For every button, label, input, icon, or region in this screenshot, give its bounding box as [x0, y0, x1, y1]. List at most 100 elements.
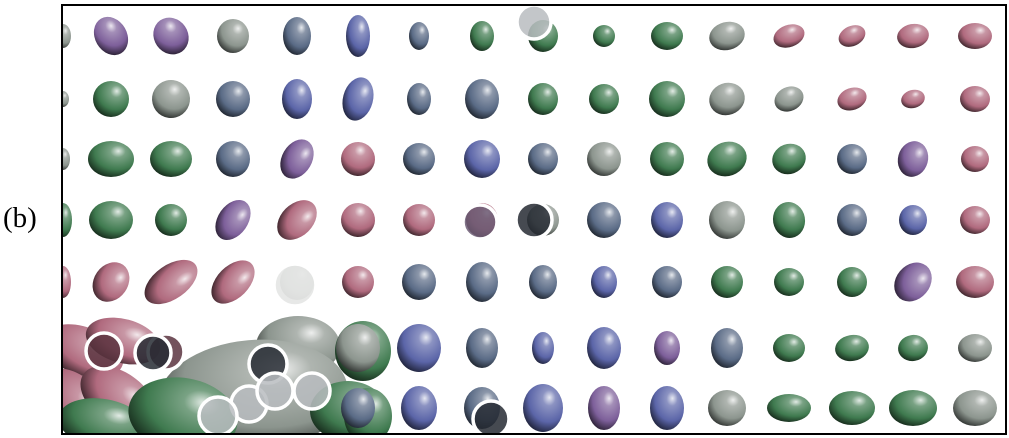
- ellipsoid-glyph: [144, 259, 198, 305]
- ellipsoid-glyph: [216, 141, 250, 177]
- ellipsoid-glyph: [342, 77, 374, 121]
- ellipsoid-glyph: [838, 25, 866, 47]
- ellipsoid-glyph: [277, 200, 317, 240]
- circle-marker: [514, 200, 554, 240]
- ellipsoid-glyph: [93, 81, 129, 117]
- ellipsoid-glyph: [953, 390, 997, 426]
- ellipsoid-glyph: [956, 266, 994, 298]
- cluster-glyph: [63, 398, 148, 433]
- ellipsoid-glyph: [397, 324, 441, 372]
- ellipsoid-glyph: [708, 390, 746, 426]
- ellipsoid-glyph: [901, 89, 925, 109]
- ellipsoid-glyph: [651, 22, 683, 50]
- ellipsoid-glyph: [649, 81, 685, 117]
- ellipsoid-glyph: [711, 266, 743, 298]
- ellipsoid-glyph: [155, 204, 187, 236]
- circle-marker-layer: [84, 6, 554, 433]
- ellipsoid-glyph: [961, 146, 989, 172]
- ellipsoid-glyph: [407, 83, 431, 115]
- ellipsoid-glyph: [283, 17, 311, 55]
- cluster-glyph: [128, 377, 238, 433]
- ellipsoid-glyph: [150, 141, 192, 177]
- ellipsoid-glyph: [216, 81, 250, 117]
- ellipsoid-glyph: [958, 23, 992, 49]
- ellipsoid-glyph: [894, 262, 932, 302]
- ellipsoid-glyph: [523, 384, 563, 432]
- ellipsoid-glyph: [403, 204, 435, 236]
- ellipsoid-glyph: [402, 264, 436, 300]
- ellipsoid-glyph: [336, 324, 380, 372]
- ellipsoid-glyph: [587, 202, 621, 238]
- ellipsoid-glyph: [587, 327, 621, 369]
- circle-marker: [471, 399, 511, 433]
- ellipsoid-glyph: [837, 144, 867, 174]
- ellipsoid-glyph: [341, 203, 375, 237]
- ellipsoid-glyph: [773, 24, 805, 48]
- ellipsoid-glyph: [899, 205, 927, 235]
- ellipsoid-glyph: [528, 83, 558, 115]
- ellipsoid-glyph: [650, 142, 684, 176]
- ellipsoid-glyph: [709, 21, 745, 51]
- ellipsoid-glyph: [528, 143, 558, 175]
- ellipsoid-glyph: [346, 15, 370, 57]
- ellipsoid-glyph: [93, 16, 129, 56]
- ellipsoid-glyph: [282, 79, 312, 119]
- panel-label: (b): [3, 202, 37, 234]
- ellipsoid-glyph: [654, 331, 680, 365]
- ellipsoid-glyph: [153, 17, 189, 55]
- ellipsoid-glyph: [217, 19, 249, 53]
- ellipsoid-glyph: [772, 143, 806, 175]
- ellipsoid-glyph: [341, 388, 375, 428]
- ellipsoid-glyph: [152, 80, 190, 118]
- ellipsoid-glyph: [280, 139, 314, 179]
- ellipsoid-glyph: [774, 268, 804, 296]
- ellipsoid-glyph: [829, 391, 875, 425]
- ellipsoid-glyph: [401, 386, 437, 430]
- ellipsoid-glyph: [650, 386, 684, 430]
- ellipsoid-glyph: [88, 141, 134, 177]
- ellipsoid-glyph: [773, 334, 805, 362]
- ellipsoid-glyph: [889, 390, 937, 426]
- circle-marker: [272, 262, 318, 308]
- ellipsoid-glyph: [89, 201, 133, 239]
- ellipsoid-glyph: [532, 332, 554, 364]
- figure-frame: [61, 4, 1007, 435]
- ellipsoid-glyph: [589, 84, 619, 114]
- ellipsoid-glyph-grid: [63, 15, 997, 432]
- ellipsoid-glyph: [342, 266, 374, 298]
- ellipsoid-glyph: [211, 260, 255, 304]
- ellipsoid-glyph: [63, 91, 69, 107]
- ellipsoid-glyph: [465, 79, 499, 119]
- ellipsoid-glyph: [837, 204, 867, 236]
- ellipsoid-glyph: [774, 86, 804, 112]
- ellipsoid-glyph: [652, 266, 682, 298]
- circle-marker: [292, 371, 332, 411]
- ellipsoid-glyph: [588, 386, 620, 430]
- ellipsoid-glyph: [63, 203, 72, 237]
- ellipsoid-glyph: [958, 334, 992, 362]
- ellipsoid-glyph: [709, 201, 745, 239]
- ellipsoid-glyph: [960, 86, 990, 112]
- ellipsoid-glyph: [897, 23, 929, 49]
- ellipsoid-glyph: [651, 202, 683, 238]
- ellipsoid-glyph: [591, 266, 617, 298]
- circle-marker: [255, 371, 295, 411]
- ellipsoid-glyph: [470, 21, 494, 51]
- ellipsoid-glyph: [837, 87, 867, 111]
- ellipsoid-glyph: [92, 262, 130, 302]
- ellipsoid-glyph: [529, 265, 557, 299]
- ellipsoid-glyph: [63, 266, 71, 298]
- ellipsoid-glyph: [587, 142, 621, 176]
- circle-marker: [133, 333, 173, 373]
- ellipsoid-glyph: [341, 142, 375, 176]
- ellipsoid-glyph: [466, 262, 498, 302]
- circle-marker: [515, 6, 553, 41]
- ellipsoid-glyph: [63, 148, 70, 170]
- ellipsoid-glyph: [772, 202, 806, 238]
- ellipsoid-glyph: [593, 25, 615, 47]
- ellipsoid-glyph: [835, 334, 869, 362]
- ellipsoid-glyph: [897, 141, 929, 177]
- ellipsoid-glyph: [215, 200, 251, 240]
- ellipsoid-glyph: [707, 141, 747, 177]
- ellipsoid-glyph: [709, 82, 745, 116]
